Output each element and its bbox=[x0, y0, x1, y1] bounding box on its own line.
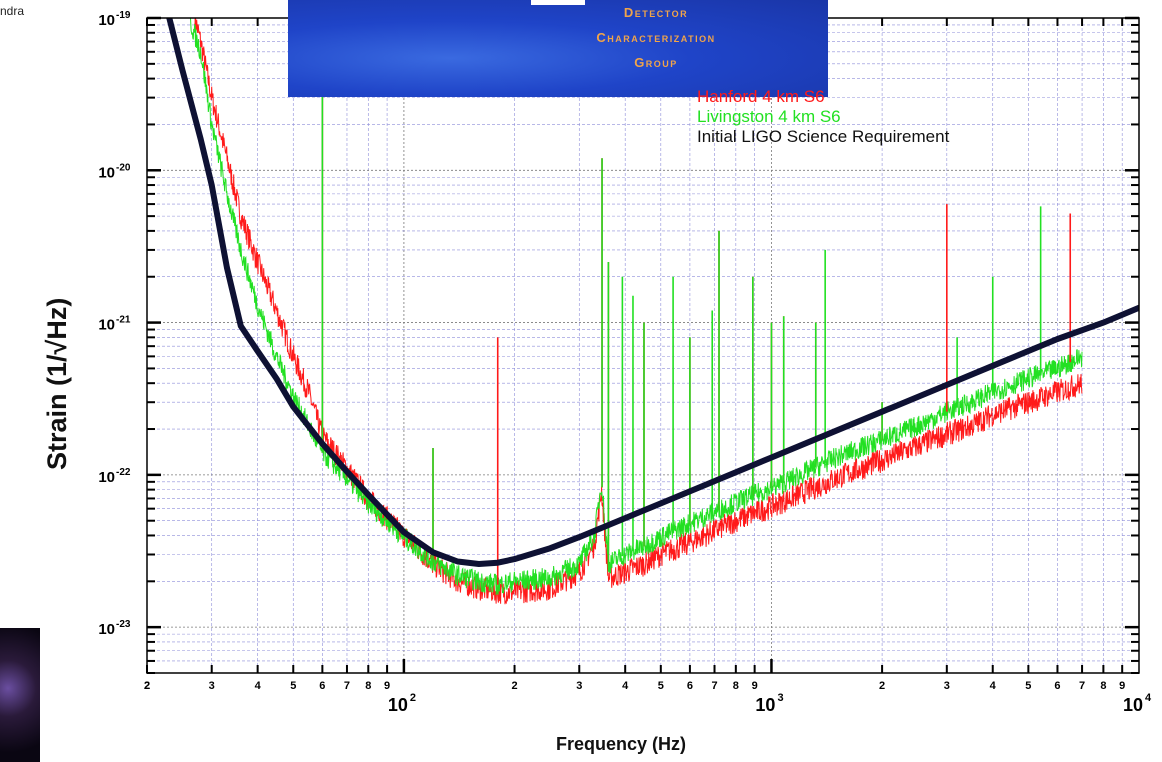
y-major-tick-label: 10 bbox=[98, 164, 115, 181]
x-minor-tick-label: 9 bbox=[752, 680, 758, 692]
y-major-tick-label: 10 bbox=[98, 469, 115, 486]
cropped-caption-text: ndra bbox=[0, 4, 25, 18]
series-line-hanford bbox=[194, 18, 1083, 605]
x-minor-tick-label: 4 bbox=[990, 680, 997, 692]
y-major-tick-exponent: -19 bbox=[116, 10, 131, 21]
x-minor-tick-label: 3 bbox=[209, 680, 215, 692]
x-minor-tick-label: 6 bbox=[687, 680, 693, 692]
x-minor-tick-label: 8 bbox=[365, 680, 371, 692]
x-minor-tick-label: 5 bbox=[290, 680, 296, 692]
x-major-tick-label: 10 bbox=[1123, 695, 1143, 715]
x-major-tick-exponent: 4 bbox=[1145, 692, 1152, 704]
series-layer bbox=[166, 18, 1139, 605]
x-minor-tick-label: 9 bbox=[1119, 680, 1125, 692]
x-minor-tick-label: 7 bbox=[1079, 680, 1085, 692]
series-line-livingston bbox=[189, 18, 1083, 596]
x-minor-tick-label: 5 bbox=[1025, 680, 1031, 692]
y-major-tick-exponent: -22 bbox=[116, 467, 131, 478]
y-major-tick-label: 10 bbox=[98, 317, 115, 334]
series-line-requirement bbox=[166, 18, 1139, 567]
y-major-tick-exponent: -23 bbox=[116, 619, 131, 630]
y-axis-label: Strain (1/√Hz) bbox=[42, 297, 72, 470]
banner-notch bbox=[531, 0, 585, 5]
x-minor-tick-label: 9 bbox=[384, 680, 390, 692]
x-major-tick-exponent: 3 bbox=[777, 692, 783, 704]
legend: Hanford 4 km S6 Livingston 4 km S6 Initi… bbox=[697, 87, 949, 147]
x-major-tick-exponent: 2 bbox=[410, 692, 416, 704]
x-minor-tick-label: 7 bbox=[344, 680, 350, 692]
x-minor-tick-label: 4 bbox=[255, 680, 262, 692]
y-major-tick-exponent: -21 bbox=[116, 315, 131, 326]
cropped-photo bbox=[0, 628, 40, 762]
x-minor-tick-label: 6 bbox=[1054, 680, 1060, 692]
x-minor-tick-label: 4 bbox=[622, 680, 629, 692]
x-minor-tick-label: 7 bbox=[711, 680, 717, 692]
x-minor-tick-label: 3 bbox=[576, 680, 582, 692]
x-major-tick-label: 10 bbox=[755, 695, 775, 715]
x-minor-tick-label: 8 bbox=[1100, 680, 1106, 692]
legend-entry-requirement: Initial LIGO Science Requirement bbox=[697, 127, 950, 146]
x-minor-tick-label: 2 bbox=[144, 680, 150, 692]
banner-line-3: Group bbox=[634, 55, 678, 70]
x-minor-tick-label: 3 bbox=[944, 680, 950, 692]
legend-entry-livingston: Livingston 4 km S6 bbox=[697, 107, 841, 126]
x-minor-tick-label: 2 bbox=[511, 680, 517, 692]
x-minor-tick-label: 8 bbox=[733, 680, 739, 692]
x-minor-tick-label: 2 bbox=[144, 680, 150, 692]
detector-characterization-banner: Detector Characterization Group bbox=[288, 0, 828, 97]
banner-line-2: Characterization bbox=[596, 30, 716, 45]
banner-line-1: Detector bbox=[623, 5, 689, 20]
x-minor-tick-label: 6 bbox=[319, 680, 325, 692]
x-minor-tick-label: 5 bbox=[658, 680, 664, 692]
x-axis-label: Frequency (Hz) bbox=[556, 734, 687, 754]
legend-entry-hanford: Hanford 4 km S6 bbox=[697, 87, 825, 106]
y-major-tick-label: 10 bbox=[98, 621, 115, 638]
x-minor-tick-label: 2 bbox=[879, 680, 885, 692]
x-major-tick-label: 10 bbox=[388, 695, 408, 715]
y-major-tick-exponent: -20 bbox=[116, 162, 131, 173]
y-major-tick-label: 10 bbox=[98, 12, 115, 29]
